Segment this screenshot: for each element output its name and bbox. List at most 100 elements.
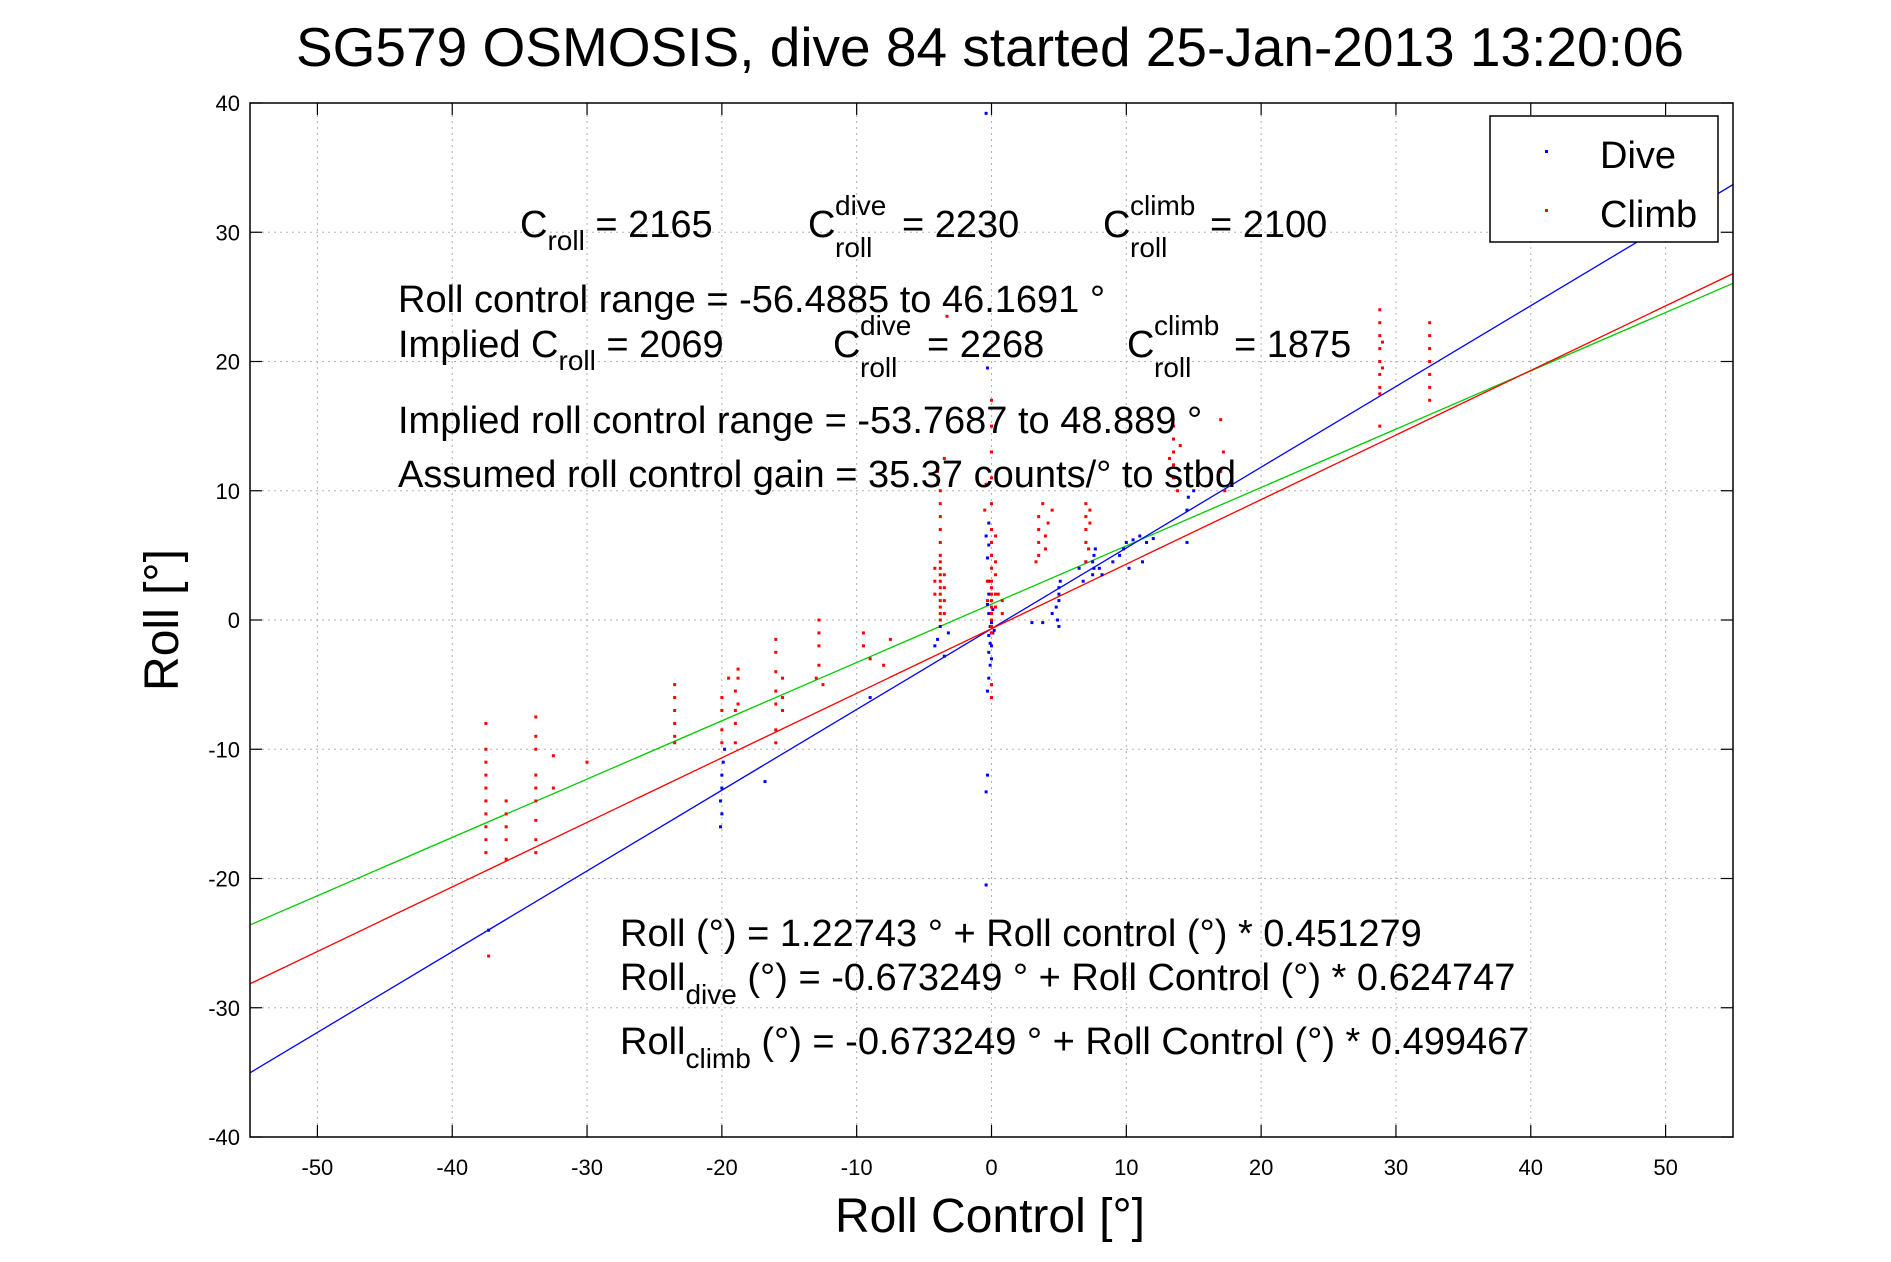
point-climb: [1378, 372, 1382, 376]
point-climb: [990, 553, 993, 557]
point-climb: [990, 592, 993, 596]
point-climb: [736, 676, 740, 680]
point-climb: [774, 689, 778, 693]
point-climb: [1172, 476, 1176, 480]
point-climb: [774, 702, 778, 706]
point-dive: [1091, 573, 1095, 577]
point-climb: [1000, 612, 1004, 616]
point-climb: [504, 812, 508, 816]
point-climb: [673, 708, 677, 712]
annotation-implied-c-climb: C climb roll = 1875: [1127, 302, 1351, 386]
point-climb: [938, 566, 942, 570]
point-climb: [990, 586, 993, 590]
point-dive: [487, 928, 491, 932]
point-dive: [1185, 508, 1189, 512]
point-climb: [938, 515, 942, 519]
point-dive: [1092, 566, 1096, 570]
point-climb: [1378, 360, 1382, 363]
point-dive: [720, 786, 724, 790]
point-dive: [721, 760, 725, 764]
point-climb: [938, 599, 942, 603]
legend: Dive Climb: [1489, 115, 1719, 243]
fit-lines: [250, 184, 1733, 1074]
point-climb: [1088, 508, 1092, 512]
point-climb: [938, 592, 942, 596]
point-dive: [984, 534, 988, 538]
point-dive: [991, 608, 995, 612]
point-dive: [1145, 540, 1149, 544]
point-dive: [933, 644, 937, 648]
point-climb: [938, 586, 942, 590]
point-climb: [1084, 528, 1088, 532]
point-climb: [551, 754, 555, 758]
point-climb: [1037, 553, 1041, 557]
point-climb: [990, 540, 993, 544]
point-climb: [504, 825, 508, 829]
x-tick-label: 10: [1114, 1155, 1138, 1180]
point-climb: [945, 314, 949, 318]
point-climb: [1037, 540, 1041, 544]
point-climb: [1428, 334, 1432, 338]
point-climb: [1037, 515, 1041, 519]
x-tick-label: -40: [436, 1155, 468, 1180]
point-dive: [1057, 592, 1061, 596]
point-climb: [1084, 502, 1088, 506]
point-dive: [985, 602, 989, 606]
point-climb: [774, 670, 778, 674]
point-climb: [983, 508, 987, 512]
point-climb: [990, 450, 993, 454]
point-climb: [1084, 515, 1088, 519]
point-dive: [1050, 612, 1054, 616]
legend-label-climb: Climb: [1600, 194, 1697, 236]
point-dive: [946, 631, 950, 635]
point-climb: [733, 741, 737, 745]
point-climb: [1378, 321, 1382, 325]
point-dive: [1081, 579, 1085, 583]
legend-marker-dive: [1545, 150, 1548, 153]
x-tick-label: -30: [571, 1155, 603, 1180]
point-dive: [1097, 566, 1101, 570]
point-climb: [534, 799, 538, 803]
point-climb: [996, 592, 1000, 596]
x-axis-label: Roll Control [°]: [835, 1190, 1145, 1243]
y-tick-label: -40: [208, 1125, 240, 1150]
point-climb: [942, 612, 946, 616]
point-dive: [1057, 599, 1061, 603]
point-climb: [673, 696, 677, 700]
point-climb: [938, 612, 942, 616]
point-climb: [484, 760, 488, 764]
point-climb: [1428, 360, 1432, 363]
point-climb: [720, 741, 724, 745]
point-climb: [821, 683, 825, 687]
point-climb: [774, 637, 778, 641]
point-climb: [1050, 508, 1054, 512]
point-climb: [1378, 424, 1382, 428]
point-climb: [1043, 547, 1047, 551]
point-climb: [733, 721, 737, 725]
point-dive: [723, 747, 727, 751]
annotation-implied-range: Implied roll control range = -53.7687 to…: [398, 400, 1202, 442]
point-climb: [1172, 437, 1176, 441]
point-dive: [987, 543, 991, 547]
point-dive: [1092, 553, 1096, 557]
point-climb: [942, 586, 946, 590]
point-dive: [987, 676, 991, 680]
point-climb: [817, 663, 821, 667]
x-tick-label: 20: [1249, 1155, 1273, 1180]
legend-box: [1489, 115, 1719, 243]
y-tick-label: 0: [228, 608, 240, 633]
point-climb: [990, 599, 993, 603]
point-climb: [1428, 347, 1432, 351]
point-climb: [990, 424, 993, 428]
point-climb: [1428, 321, 1432, 325]
y-tick-label: -20: [208, 867, 240, 892]
point-dive: [763, 780, 767, 784]
point-climb: [736, 702, 740, 706]
point-climb: [1037, 528, 1041, 532]
point-climb: [990, 696, 993, 700]
point-climb: [990, 398, 993, 402]
point-climb: [985, 579, 989, 583]
data-points: [484, 111, 1432, 958]
point-climb: [774, 650, 778, 654]
point-dive: [985, 366, 989, 370]
